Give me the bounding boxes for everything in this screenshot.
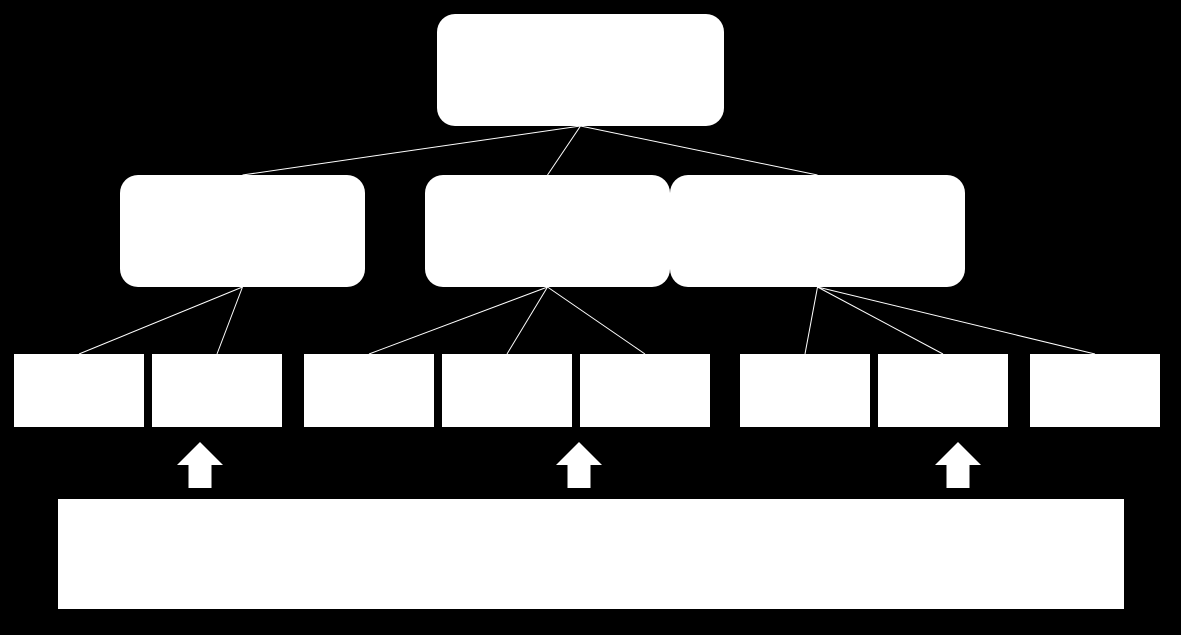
tree-edge [548,126,581,175]
tree-edge [581,126,818,175]
tree-edge [243,126,581,175]
tree-node-leaf-1 [14,354,144,427]
tree-edge [217,287,243,354]
tree-edge [369,287,548,354]
up-arrow-icon [177,442,223,488]
tree-node-leaf-6 [740,354,870,427]
tree-node-mid-3 [670,175,965,287]
tree-edge [818,287,1096,354]
tree-edge [79,287,243,354]
tree-node-mid-1 [120,175,365,287]
tree-node-leaf-2 [152,354,282,427]
tree-node-root [437,14,724,126]
tree-node-mid-2 [425,175,670,287]
tree-node-leaf-3 [304,354,434,427]
tree-edge [805,287,818,354]
tree-node-leaf-8 [1030,354,1160,427]
bottom-bar [58,499,1124,609]
up-arrow-icon [935,442,981,488]
tree-edge [818,287,944,354]
tree-node-leaf-5 [580,354,710,427]
tree-node-leaf-7 [878,354,1008,427]
tree-edge [548,287,646,354]
tree-node-leaf-4 [442,354,572,427]
tree-edge [507,287,548,354]
up-arrow-icon [556,442,602,488]
